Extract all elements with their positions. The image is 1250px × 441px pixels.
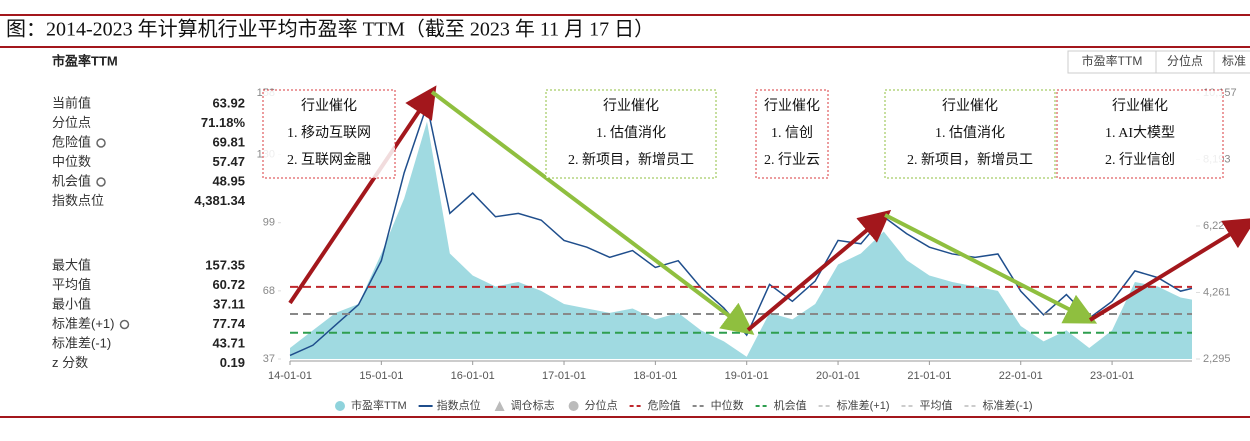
annotation-box	[262, 89, 396, 179]
annotation-text: 2. 行业云	[764, 152, 820, 168]
stat-label: 分位点	[52, 115, 91, 130]
annotation-text: 1. 信创	[771, 125, 813, 141]
trend-arrow	[430, 90, 755, 335]
annotation-text: 1. 移动互联网	[287, 125, 371, 141]
trend-arrow	[884, 213, 1098, 324]
stat-label: 指数点位	[52, 193, 104, 208]
x-tick-label: 14-01-01	[268, 370, 312, 382]
stat-value: 43.71	[212, 335, 245, 350]
legend-label[interactable]: 中位数	[711, 398, 744, 412]
x-tick-label: 20-01-01	[816, 370, 860, 382]
legend-symbol	[568, 401, 579, 411]
annotation-text: 2. 行业信创	[1105, 152, 1175, 168]
annotation-text: 1. 估值消化	[935, 125, 1005, 141]
legend-label[interactable]: 危险值	[648, 398, 681, 412]
index-line	[289, 102, 1193, 357]
legend-label[interactable]: 调仓标志	[511, 398, 555, 412]
stat-value: 37.11	[213, 296, 245, 311]
x-tick-label: 16-01-01	[451, 370, 495, 382]
x-tick-label: 19-01-01	[725, 370, 769, 382]
legend-label[interactable]: 平均值	[919, 399, 952, 412]
heading: 图：2014-2023 年计算机行业平均市盈率 TTM（截至 2023 年 11…	[6, 18, 654, 41]
stat-label: 标准差(-1)	[52, 335, 111, 350]
annotation-text: 行业催化	[301, 98, 357, 114]
trend-arrow	[746, 209, 892, 332]
annotation-text: 行业催化	[764, 98, 820, 114]
stat-value: 4,381.34	[194, 193, 245, 208]
x-tick-label: 22-01-01	[999, 370, 1043, 382]
legend-label[interactable]: 指数点位	[437, 398, 481, 412]
y2-tick-label: 2,295	[1203, 353, 1231, 365]
stat-label: 中位数	[52, 154, 91, 169]
x-tick-label: 18-01-01	[633, 370, 677, 382]
annotation-box	[545, 89, 717, 179]
annotation-text: 行业催化	[942, 98, 998, 114]
gear-icon	[96, 177, 106, 187]
gear-icon	[119, 319, 130, 330]
stat-value: 63.92	[212, 95, 245, 110]
legend-label[interactable]: 分位点	[585, 398, 618, 412]
trend-arrow	[1088, 217, 1250, 322]
stat-value: 60.72	[212, 277, 245, 292]
x-tick-label: 15-01-01	[359, 370, 403, 382]
tab-label: 分位点	[1167, 53, 1203, 68]
stat-value: 71.18%	[201, 115, 246, 130]
stat-value: 48.95	[212, 173, 245, 188]
tab[interactable]	[1213, 50, 1250, 74]
annotation-text: 行业催化	[603, 98, 659, 114]
y2-tick-label: 6,227	[1203, 220, 1231, 232]
stat-label: 最大值	[52, 257, 91, 272]
stat-label: 最小值	[52, 296, 91, 311]
y2-tick-label: 4,261	[1203, 286, 1231, 298]
annotation-box	[884, 89, 1056, 179]
stat-label: 机会值	[52, 173, 91, 188]
annotation-text: 2. 新项目，新增员工	[568, 152, 694, 168]
pe-area	[290, 121, 1192, 359]
y-tick-label: 99	[263, 217, 275, 229]
stat-value: 157.35	[205, 257, 245, 272]
stat-label: 平均值	[52, 277, 91, 292]
legend-label[interactable]: 市盈率TTM	[351, 398, 407, 412]
legend-symbol	[335, 401, 345, 411]
tab-label: 标准	[1222, 54, 1246, 68]
x-tick-label: 23-01-01	[1090, 370, 1134, 382]
annotation-text: 2. 新项目，新增员工	[907, 152, 1033, 168]
annotation-box	[755, 89, 829, 179]
tab-label: 市盈率TTM	[1082, 53, 1143, 68]
legend-label[interactable]: 标准差(-1)	[982, 398, 1032, 412]
y-tick-label: 37	[263, 353, 275, 365]
x-tick-label: 21-01-01	[907, 370, 951, 382]
stat-value: 77.74	[212, 316, 245, 331]
legend-label[interactable]: 机会值	[774, 398, 807, 412]
annotation-text: 行业催化	[1112, 98, 1168, 114]
panel-title: 市盈率TTM	[52, 53, 118, 68]
annotation-text: 1. AI大模型	[1105, 125, 1175, 141]
stat-label: 危险值	[52, 134, 91, 149]
x-tick-label: 17-01-01	[542, 370, 586, 382]
stat-value: 57.47	[212, 154, 245, 169]
stat-value: 0.19	[220, 355, 245, 370]
annotation-text: 2. 互联网金融	[287, 152, 371, 168]
annotation-text: 1. 估值消化	[596, 125, 666, 141]
legend-symbol	[494, 401, 505, 411]
stat-label: z 分数	[52, 355, 88, 370]
legend-label[interactable]: 标准差(+1)	[837, 398, 890, 412]
trend-arrow	[288, 85, 437, 305]
annotation-box	[1056, 89, 1224, 179]
gear-icon	[96, 138, 106, 148]
stat-value: 69.81	[212, 134, 245, 149]
stat-label: 标准差(+1)	[52, 316, 114, 331]
stat-label: 当前值	[52, 95, 91, 110]
y-tick-label: 68	[263, 285, 275, 297]
